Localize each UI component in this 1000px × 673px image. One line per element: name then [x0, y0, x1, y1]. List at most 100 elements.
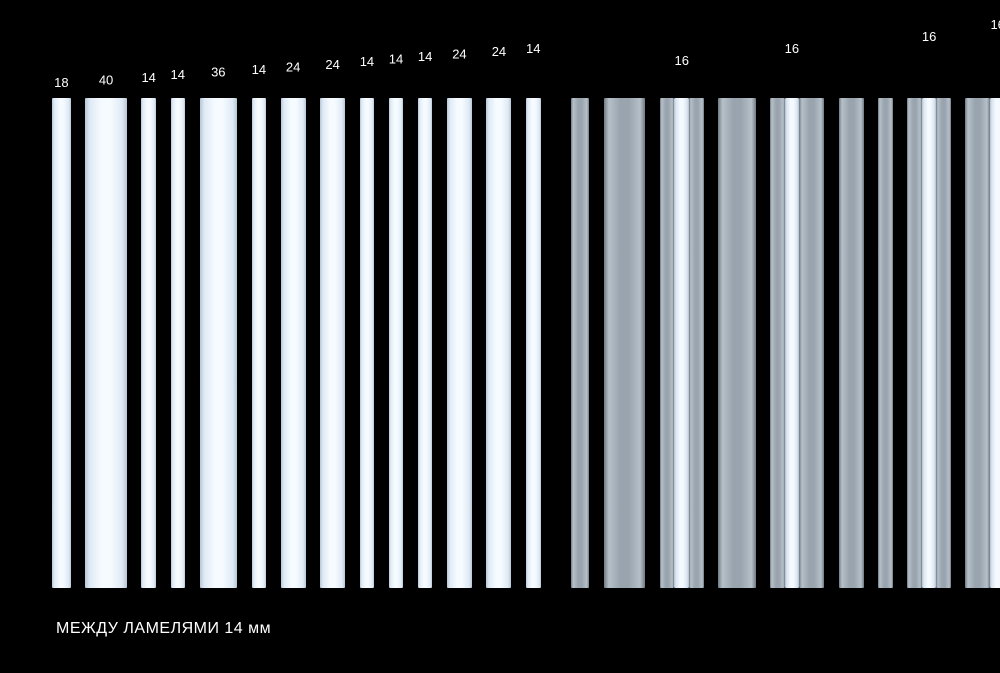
dark-gap [156, 98, 171, 588]
gap [589, 98, 604, 588]
gap [345, 98, 360, 588]
gap [824, 98, 839, 588]
slat [770, 98, 785, 588]
slat: 24 [320, 98, 345, 588]
slat [878, 98, 893, 588]
slat-bar [360, 98, 375, 588]
slat: 24 [447, 98, 472, 588]
slat-bar [447, 98, 472, 588]
lit-gap [922, 98, 937, 588]
dark-gap [951, 98, 966, 588]
slat [799, 98, 824, 588]
gap [432, 98, 447, 588]
slat-bar [839, 98, 864, 588]
slat-bar [660, 98, 675, 588]
gap [704, 98, 719, 588]
slat-bar [718, 98, 755, 588]
slat: 40 [85, 98, 127, 588]
slat-width-label: 36 [211, 65, 225, 80]
right-panel: 16161616 [571, 98, 1000, 588]
gap [645, 98, 660, 588]
lit-gap [990, 98, 1000, 588]
dark-gap [824, 98, 839, 588]
slat: 14 [252, 98, 267, 588]
slat-bar [52, 98, 71, 588]
dark-gap [645, 98, 660, 588]
slat-bar [604, 98, 646, 588]
gap [127, 98, 142, 588]
dark-gap [71, 98, 86, 588]
slat: 24 [486, 98, 511, 588]
dark-gap [589, 98, 604, 588]
gap [237, 98, 252, 588]
dark-gap [127, 98, 142, 588]
slat-width-label: 14 [418, 49, 432, 64]
caption-text: МЕЖДУ ЛАМЕЛЯМИ 14 мм [56, 620, 271, 638]
gap [374, 98, 389, 588]
slat-width-label: 18 [54, 75, 68, 90]
gap: 16 [785, 98, 800, 588]
slat: 24 [281, 98, 306, 588]
dark-gap [864, 98, 879, 588]
dark-gap [185, 98, 200, 588]
lit-gap [674, 98, 689, 588]
slat-bar [571, 98, 590, 588]
slat-width-label: 24 [325, 57, 339, 72]
gap [893, 98, 908, 588]
slat-bar [85, 98, 127, 588]
slat-width-label: 24 [452, 46, 466, 61]
slat [907, 98, 922, 588]
gap [511, 98, 526, 588]
slat-width-label: 14 [252, 62, 266, 77]
slat-bar [770, 98, 785, 588]
dark-gap [345, 98, 360, 588]
slat: 14 [141, 98, 156, 588]
slat-width-label: 24 [492, 44, 506, 59]
slat: 18 [52, 98, 71, 588]
dark-gap [306, 98, 321, 588]
dark-gap [237, 98, 252, 588]
slat-bar [200, 98, 237, 588]
slat-bar [281, 98, 306, 588]
gap-width-label: 16 [785, 41, 799, 56]
dark-gap [756, 98, 771, 588]
slat [718, 98, 755, 588]
slat [965, 98, 990, 588]
slat-bar [320, 98, 345, 588]
slat-bar [936, 98, 951, 588]
left-panel: 1840141436142424141414242414 [52, 98, 541, 588]
slat [660, 98, 675, 588]
gap-width-label: 16 [922, 29, 936, 44]
slat-bar [171, 98, 186, 588]
slat-bar [252, 98, 267, 588]
slat: 14 [360, 98, 375, 588]
dark-gap [374, 98, 389, 588]
gap: 16 [922, 98, 937, 588]
slat-bar [799, 98, 824, 588]
slat-bar [418, 98, 433, 588]
gap-width-label: 16 [990, 17, 1000, 32]
slat-bar [389, 98, 404, 588]
slat-width-label: 40 [99, 72, 113, 87]
gap [403, 98, 418, 588]
slat: 36 [200, 98, 237, 588]
slat [936, 98, 951, 588]
slat-width-label: 14 [171, 67, 185, 82]
slat [839, 98, 864, 588]
panels-row: 184014143614242414141424241416161616 [52, 98, 1000, 588]
gap: 16 [990, 98, 1000, 588]
slat-bar [907, 98, 922, 588]
slat [689, 98, 704, 588]
slat: 14 [389, 98, 404, 588]
dark-gap [403, 98, 418, 588]
dark-gap [893, 98, 908, 588]
slat: 14 [418, 98, 433, 588]
slat-width-label: 24 [286, 59, 300, 74]
gap [472, 98, 487, 588]
slat-bar [878, 98, 893, 588]
slat-width-label: 14 [360, 54, 374, 69]
diagram-canvas: 184014143614242414141424241416161616 МЕЖ… [0, 0, 1000, 673]
gap: 16 [674, 98, 689, 588]
slat-width-label: 14 [389, 52, 403, 67]
slat-bar [965, 98, 990, 588]
